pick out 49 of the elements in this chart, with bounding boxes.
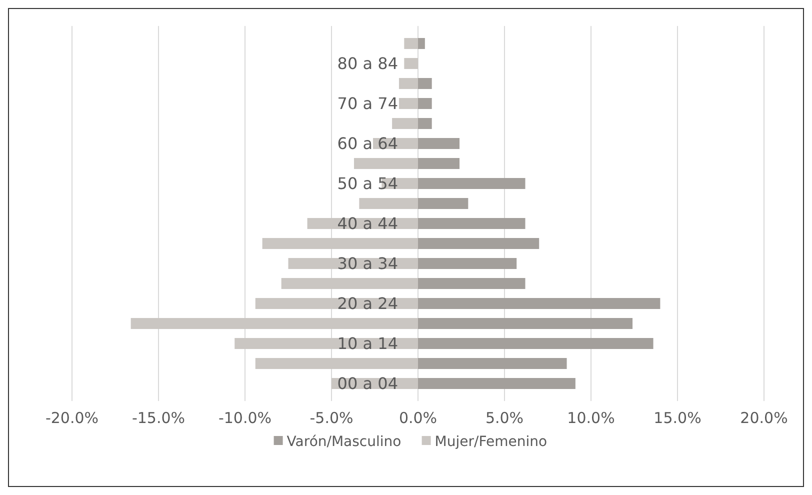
y-tick-label: 50 a 54 [337,174,398,194]
bar [418,318,633,329]
bar [418,118,432,129]
x-tick-label: 10.0% [567,409,615,427]
bar [418,178,526,189]
y-tick-label: 20 a 24 [337,294,398,314]
bar [418,298,660,309]
bar [255,358,418,369]
bar [418,378,576,389]
bar [418,158,460,169]
bar [418,78,432,89]
bar [404,58,418,69]
y-tick-label: 80 a 84 [337,54,398,74]
bar [354,158,418,169]
x-tick-label: 0.0% [398,409,438,427]
bar [281,278,418,289]
bar [418,338,654,349]
y-tick-label: 60 a 64 [337,134,398,154]
x-tick-label: 20.0% [740,409,788,427]
bar [130,318,418,329]
bar [418,98,432,109]
x-tick-label: -5.0% [310,409,354,427]
y-tick-label: 40 a 44 [337,214,398,234]
y-tick-label: 00 a 04 [337,374,398,394]
bar [392,118,418,129]
bar [418,138,460,149]
bar [418,278,526,289]
bar [418,218,526,229]
x-tick-label: -20.0% [45,409,99,427]
bar [234,338,418,349]
x-tick-label: -10.0% [218,409,272,427]
bar [418,358,567,369]
bar [418,258,517,269]
x-tick-label: 15.0% [654,409,702,427]
bar [418,198,468,209]
bar [359,198,418,209]
y-tick-label: 10 a 14 [337,334,398,354]
bar [262,238,418,249]
y-tick-label: 70 a 74 [337,94,398,114]
bar [398,98,418,109]
bar [398,78,418,89]
legend-label: Mujer/Femenino [434,434,548,450]
x-tick-label: -15.0% [132,409,186,427]
x-tick-label: 5.0% [485,409,524,427]
y-tick-label: 30 a 34 [337,254,398,274]
legend-label: Varón/Masculino [286,434,402,450]
bar [418,38,425,49]
bar [404,38,418,49]
bar [418,238,540,249]
